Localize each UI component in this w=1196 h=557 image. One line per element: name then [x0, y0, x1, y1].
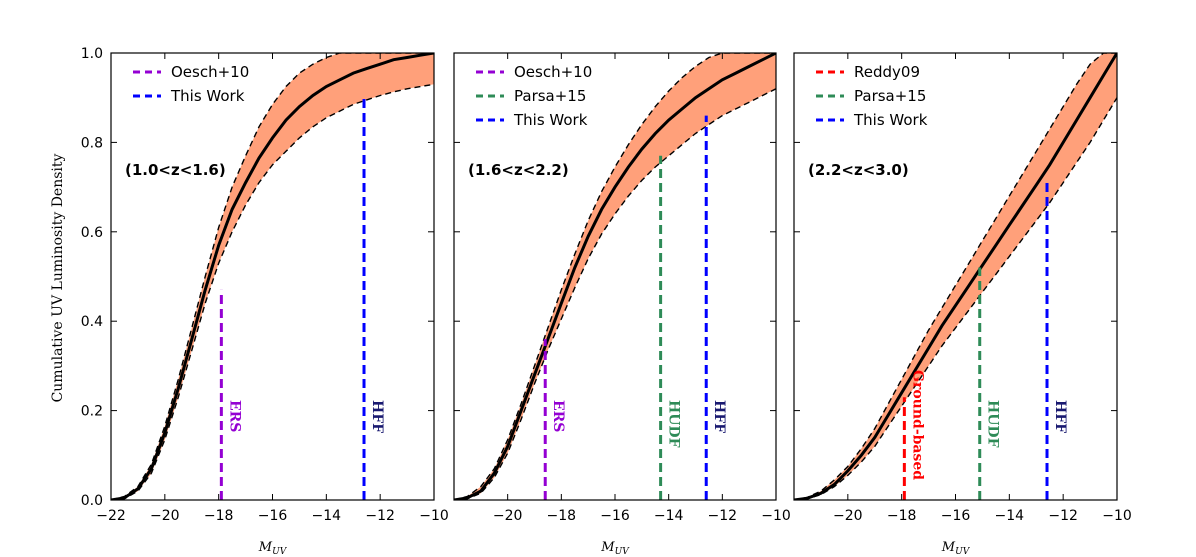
x-axis-label-main: M: [941, 540, 956, 555]
median-line: [111, 53, 434, 500]
survey-label: HFF: [1052, 400, 1068, 433]
y-axis-label: Cumulative UV Luminosity Density: [50, 153, 66, 402]
x-tick-label: −20: [833, 508, 863, 524]
x-tick-label: −22: [96, 508, 126, 524]
legend-label: Parsa+15: [854, 87, 926, 105]
x-tick-label: −18: [887, 508, 917, 524]
x-axis-label-sub: UV: [615, 547, 631, 557]
median-line: [794, 53, 1117, 500]
plot-area: [794, 53, 1117, 500]
median-line: [454, 53, 776, 500]
x-tick-label: −10: [761, 508, 791, 524]
x-tick-label: −10: [419, 508, 449, 524]
redshift-label: (1.0<z<1.6): [125, 161, 226, 179]
redshift-label: (2.2<z<3.0): [808, 161, 909, 179]
y-tick-label: 0.0: [81, 493, 103, 509]
x-tick-label: −18: [204, 508, 234, 524]
x-tick-label: −16: [600, 508, 630, 524]
x-tick-label: −16: [258, 508, 288, 524]
lower-bound-line: [794, 97, 1117, 500]
panel-3: Ground-based HUDF HFF −20 −18 −16 −14 −12 −10 MUV…: [793, 52, 1132, 557]
x-tick-label: −14: [312, 508, 342, 524]
survey-label: ERS: [226, 400, 242, 432]
y-tick-label: 0.4: [81, 314, 103, 330]
legend-label: Reddy09: [854, 63, 920, 81]
survey-label: Ground-based: [909, 370, 925, 480]
survey-label: HFF: [369, 400, 385, 433]
y-tick-label: 0.2: [81, 404, 103, 420]
x-axis-label-sub: UV: [272, 547, 288, 557]
x-axis-label-sub: UV: [955, 547, 971, 557]
survey-label: ERS: [550, 400, 566, 432]
x-tick-label: −16: [941, 508, 971, 524]
upper-bound-line: [794, 53, 1117, 500]
legend-label: Oesch+10: [514, 63, 592, 81]
plot-area: [454, 53, 776, 500]
legend-label: This Work: [853, 111, 928, 129]
survey-label: HFF: [711, 400, 727, 433]
x-axis-label-main: M: [600, 540, 615, 555]
lower-bound-line: [454, 88, 776, 500]
y-tick-label: 0.6: [81, 225, 103, 241]
x-tick-label: −10: [1102, 508, 1132, 524]
x-tick-label: −14: [995, 508, 1025, 524]
x-tick-label: −12: [1048, 508, 1078, 524]
panel-1: ERS HFF −22 −20 −18 −16 −14 −12 −10 0.0 0.2 0.4 0.6 0…: [81, 46, 449, 557]
x-tick-label: −20: [150, 508, 180, 524]
y-tick-label: 0.8: [81, 135, 103, 151]
x-axis-label-main: M: [258, 540, 273, 555]
legend-label: Oesch+10: [171, 63, 249, 81]
upper-bound-line: [454, 53, 776, 500]
y-tick-label: 1.0: [81, 46, 103, 62]
uncertainty-band: [794, 53, 1117, 500]
legend-label: This Work: [170, 87, 245, 105]
x-axis-label: MUV: [941, 540, 971, 557]
x-tick-label: −12: [365, 508, 395, 524]
survey-label: HUDF: [985, 400, 1001, 448]
lower-bound-line: [111, 83, 434, 500]
x-axis-label: MUV: [600, 540, 630, 557]
x-tick-label: −18: [547, 508, 577, 524]
redshift-label: (1.6<z<2.2): [468, 161, 569, 179]
x-axis-label: MUV: [258, 540, 288, 557]
x-tick-label: −14: [654, 508, 684, 524]
survey-label: HUDF: [666, 400, 682, 448]
panel-2: ERS HUDF HFF −20 −18 −16 −14 −12 −10 MUV Oesch+10 P…: [453, 52, 791, 557]
uncertainty-band: [111, 53, 434, 500]
x-tick-label: −20: [493, 508, 523, 524]
x-tick-label: −12: [708, 508, 738, 524]
legend-label: Parsa+15: [514, 87, 586, 105]
legend-label: This Work: [513, 111, 588, 129]
plot-area: [111, 53, 434, 500]
uncertainty-band: [454, 53, 776, 500]
